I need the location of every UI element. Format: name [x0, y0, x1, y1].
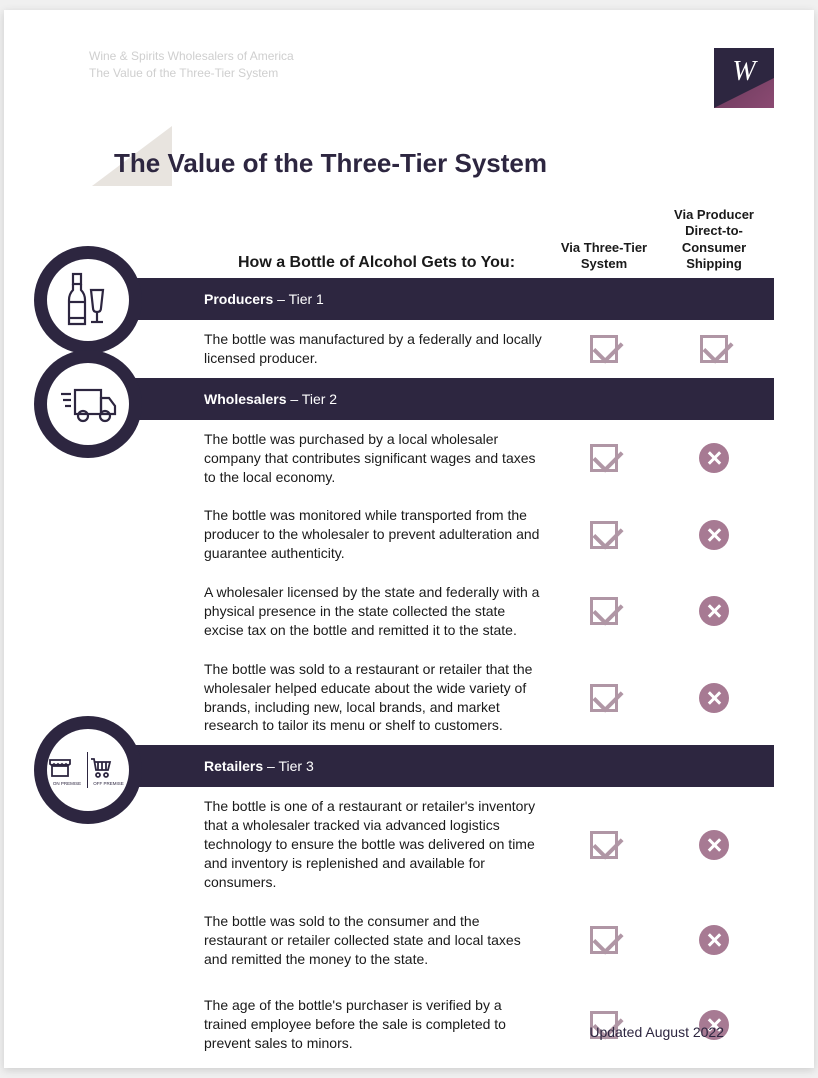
table-row: A wholesaler licensed by the state and f… [44, 573, 774, 650]
tier2-circle [34, 350, 142, 458]
brand-logo: W [714, 48, 774, 108]
row-text: The bottle was sold to the consumer and … [204, 912, 554, 969]
x-icon [699, 683, 729, 713]
cell-dtc [654, 925, 774, 955]
x-icon [699, 596, 729, 626]
cell-dtc [654, 683, 774, 713]
cart-icon [88, 754, 114, 780]
header-line-2: The Value of the Three-Tier System [89, 65, 294, 82]
tier1-label-bold: Producers [204, 291, 273, 307]
cell-threetier [554, 597, 654, 625]
tier3-header: Retailers – Tier 3 [44, 745, 774, 787]
x-icon [699, 830, 729, 860]
x-icon [699, 520, 729, 550]
x-icon [699, 443, 729, 473]
cell-threetier [554, 444, 654, 472]
row-text: The age of the bottle's purchaser is ver… [204, 996, 554, 1053]
header-text-block: Wine & Spirits Wholesalers of America Th… [89, 48, 294, 82]
tier1-circle [34, 246, 142, 354]
row-text: The bottle was purchased by a local whol… [204, 430, 554, 487]
table-row: The bottle is one of a restaurant or ret… [44, 787, 774, 901]
table-row: The bottle was purchased by a local whol… [44, 420, 774, 497]
cell-threetier [554, 335, 654, 363]
check-icon [700, 335, 728, 363]
row-text: A wholesaler licensed by the state and f… [204, 583, 554, 640]
page-header: Wine & Spirits Wholesalers of America Th… [44, 48, 774, 108]
table-row: The bottle was sold to the consumer and … [44, 902, 774, 979]
truck-icon [47, 363, 129, 445]
check-icon [590, 926, 618, 954]
check-icon [590, 684, 618, 712]
table-row: The bottle was manufactured by a federal… [44, 320, 774, 378]
logo-letter: W [714, 56, 774, 88]
tier3-circle: ON PREMISE [34, 716, 142, 824]
storefront-icon [47, 754, 73, 780]
on-premise-label: ON PREMISE [47, 781, 87, 786]
check-icon [590, 335, 618, 363]
off-premise-label: OFF PREMISE [88, 781, 129, 786]
check-icon [590, 444, 618, 472]
column-header-threetier: Via Three-Tier System [554, 240, 654, 273]
cell-threetier [554, 831, 654, 859]
cell-threetier [554, 521, 654, 549]
footer-updated: Updated August 2022 [589, 1024, 724, 1040]
cell-dtc [654, 335, 774, 363]
x-icon [699, 925, 729, 955]
row-text: The bottle was monitored while transport… [204, 506, 554, 563]
tier1-label-rest: – Tier 1 [273, 291, 324, 307]
content-area: ON PREMISE [44, 278, 774, 1063]
row-text: The bottle was sold to a restaurant or r… [204, 660, 554, 736]
bottle-glass-icon [47, 259, 129, 341]
check-icon [590, 597, 618, 625]
table-row: The bottle was sold to a restaurant or r… [44, 650, 774, 746]
table-row: The bottle was monitored while transport… [44, 496, 774, 573]
check-icon [590, 831, 618, 859]
check-icon [590, 521, 618, 549]
column-headers: How a Bottle of Alcohol Gets to You: Via… [44, 207, 774, 272]
tier3-label-rest: – Tier 3 [263, 758, 314, 774]
row-text: The bottle is one of a restaurant or ret… [204, 797, 554, 891]
cell-dtc [654, 520, 774, 550]
retail-icon: ON PREMISE [47, 729, 129, 811]
tier3-label-bold: Retailers [204, 758, 263, 774]
row-text: The bottle was manufactured by a federal… [204, 330, 554, 368]
cell-dtc [654, 596, 774, 626]
document-page: Wine & Spirits Wholesalers of America Th… [4, 10, 814, 1068]
cell-threetier [554, 926, 654, 954]
page-title: The Value of the Three-Tier System [114, 148, 774, 179]
column-header-dtc: Via Producer Direct-to-Consumer Shipping [654, 207, 774, 272]
tier2-label-bold: Wholesalers [204, 391, 286, 407]
cell-threetier [554, 684, 654, 712]
header-line-1: Wine & Spirits Wholesalers of America [89, 48, 294, 65]
cell-dtc [654, 830, 774, 860]
tier2-header: Wholesalers – Tier 2 [44, 378, 774, 420]
column-header-main: How a Bottle of Alcohol Gets to You: [199, 254, 554, 272]
tier2-label-rest: – Tier 2 [286, 391, 337, 407]
cell-dtc [654, 443, 774, 473]
tier1-header: Producers – Tier 1 [44, 278, 774, 320]
